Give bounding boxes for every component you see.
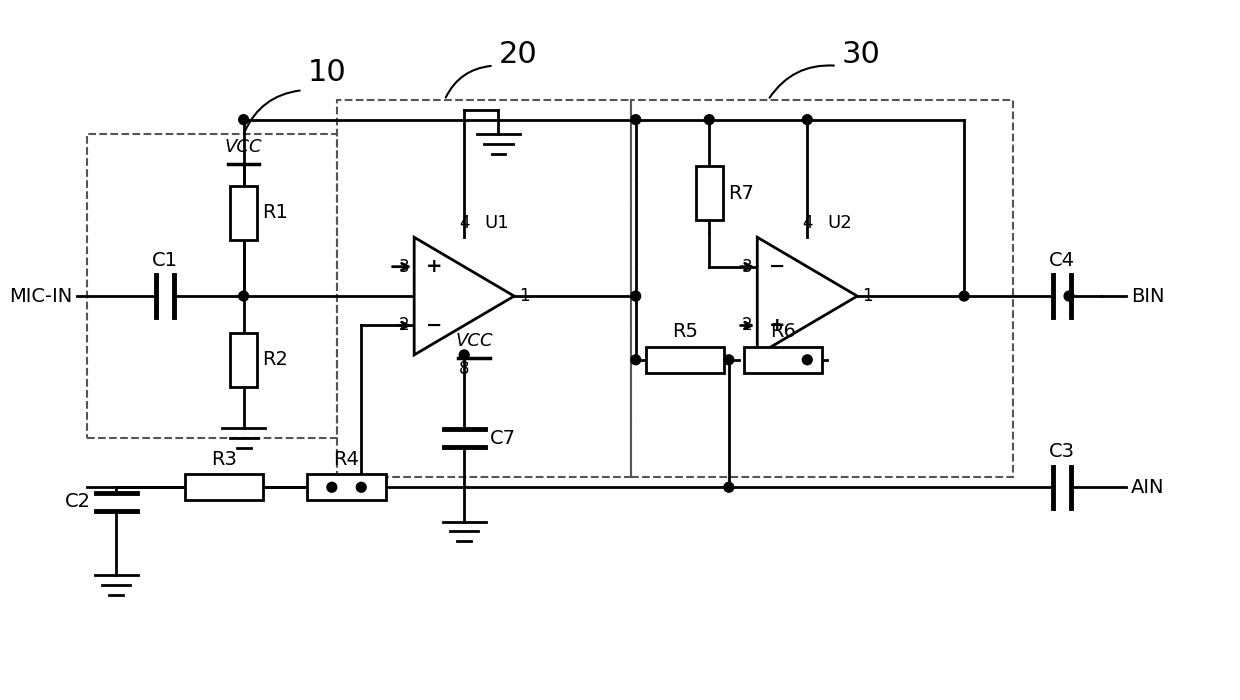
Circle shape <box>356 482 366 492</box>
Circle shape <box>802 115 812 125</box>
Text: 3: 3 <box>742 258 753 276</box>
Text: R7: R7 <box>728 183 754 203</box>
Text: R3: R3 <box>211 449 237 468</box>
Text: 3: 3 <box>398 258 409 276</box>
Polygon shape <box>758 237 857 355</box>
Circle shape <box>239 115 248 125</box>
Text: VCC: VCC <box>224 138 263 156</box>
Bar <box>308 475 386 500</box>
Bar <box>337 100 631 477</box>
Bar <box>229 186 258 239</box>
Text: U1: U1 <box>485 214 510 232</box>
Text: R4: R4 <box>334 449 360 468</box>
Text: R1: R1 <box>262 203 288 223</box>
Circle shape <box>631 355 641 365</box>
Circle shape <box>802 355 812 365</box>
Text: R5: R5 <box>672 322 698 341</box>
Text: 2: 2 <box>398 316 409 335</box>
Bar <box>185 475 263 500</box>
Text: AIN: AIN <box>1131 477 1164 497</box>
Circle shape <box>327 482 337 492</box>
Text: MIC-IN: MIC-IN <box>9 286 72 306</box>
Circle shape <box>724 482 734 492</box>
Circle shape <box>704 115 714 125</box>
Text: 8: 8 <box>459 360 470 378</box>
Text: R2: R2 <box>262 350 288 370</box>
Text: +: + <box>769 316 786 335</box>
Circle shape <box>239 291 248 301</box>
Bar <box>229 332 258 387</box>
Text: 20: 20 <box>498 40 537 69</box>
Bar <box>631 100 1013 477</box>
Text: C3: C3 <box>1049 442 1075 461</box>
Text: 4: 4 <box>802 214 812 232</box>
Circle shape <box>724 355 734 365</box>
Bar <box>744 347 822 372</box>
Bar <box>87 134 337 438</box>
Circle shape <box>459 350 469 360</box>
Text: −: − <box>427 316 443 335</box>
Text: U2: U2 <box>827 214 852 232</box>
Bar <box>696 166 723 220</box>
Circle shape <box>631 115 641 125</box>
Text: C4: C4 <box>1049 251 1075 270</box>
Bar <box>646 347 724 372</box>
Text: C7: C7 <box>490 428 516 448</box>
Circle shape <box>1064 291 1074 301</box>
Text: 4: 4 <box>459 214 470 232</box>
Text: 30: 30 <box>842 40 880 69</box>
Text: 8: 8 <box>802 360 812 378</box>
Circle shape <box>960 291 968 301</box>
Circle shape <box>631 291 641 301</box>
Polygon shape <box>414 237 515 355</box>
Text: VCC: VCC <box>455 332 492 350</box>
Text: C1: C1 <box>153 251 179 270</box>
Text: 2: 2 <box>742 316 753 335</box>
Text: 1: 1 <box>520 287 529 305</box>
Text: 10: 10 <box>308 58 346 88</box>
Text: R6: R6 <box>770 322 796 341</box>
Text: 1: 1 <box>862 287 873 305</box>
Text: +: + <box>427 257 443 276</box>
Text: −: − <box>769 257 785 276</box>
Text: C2: C2 <box>64 492 91 512</box>
Text: BIN: BIN <box>1131 286 1164 306</box>
